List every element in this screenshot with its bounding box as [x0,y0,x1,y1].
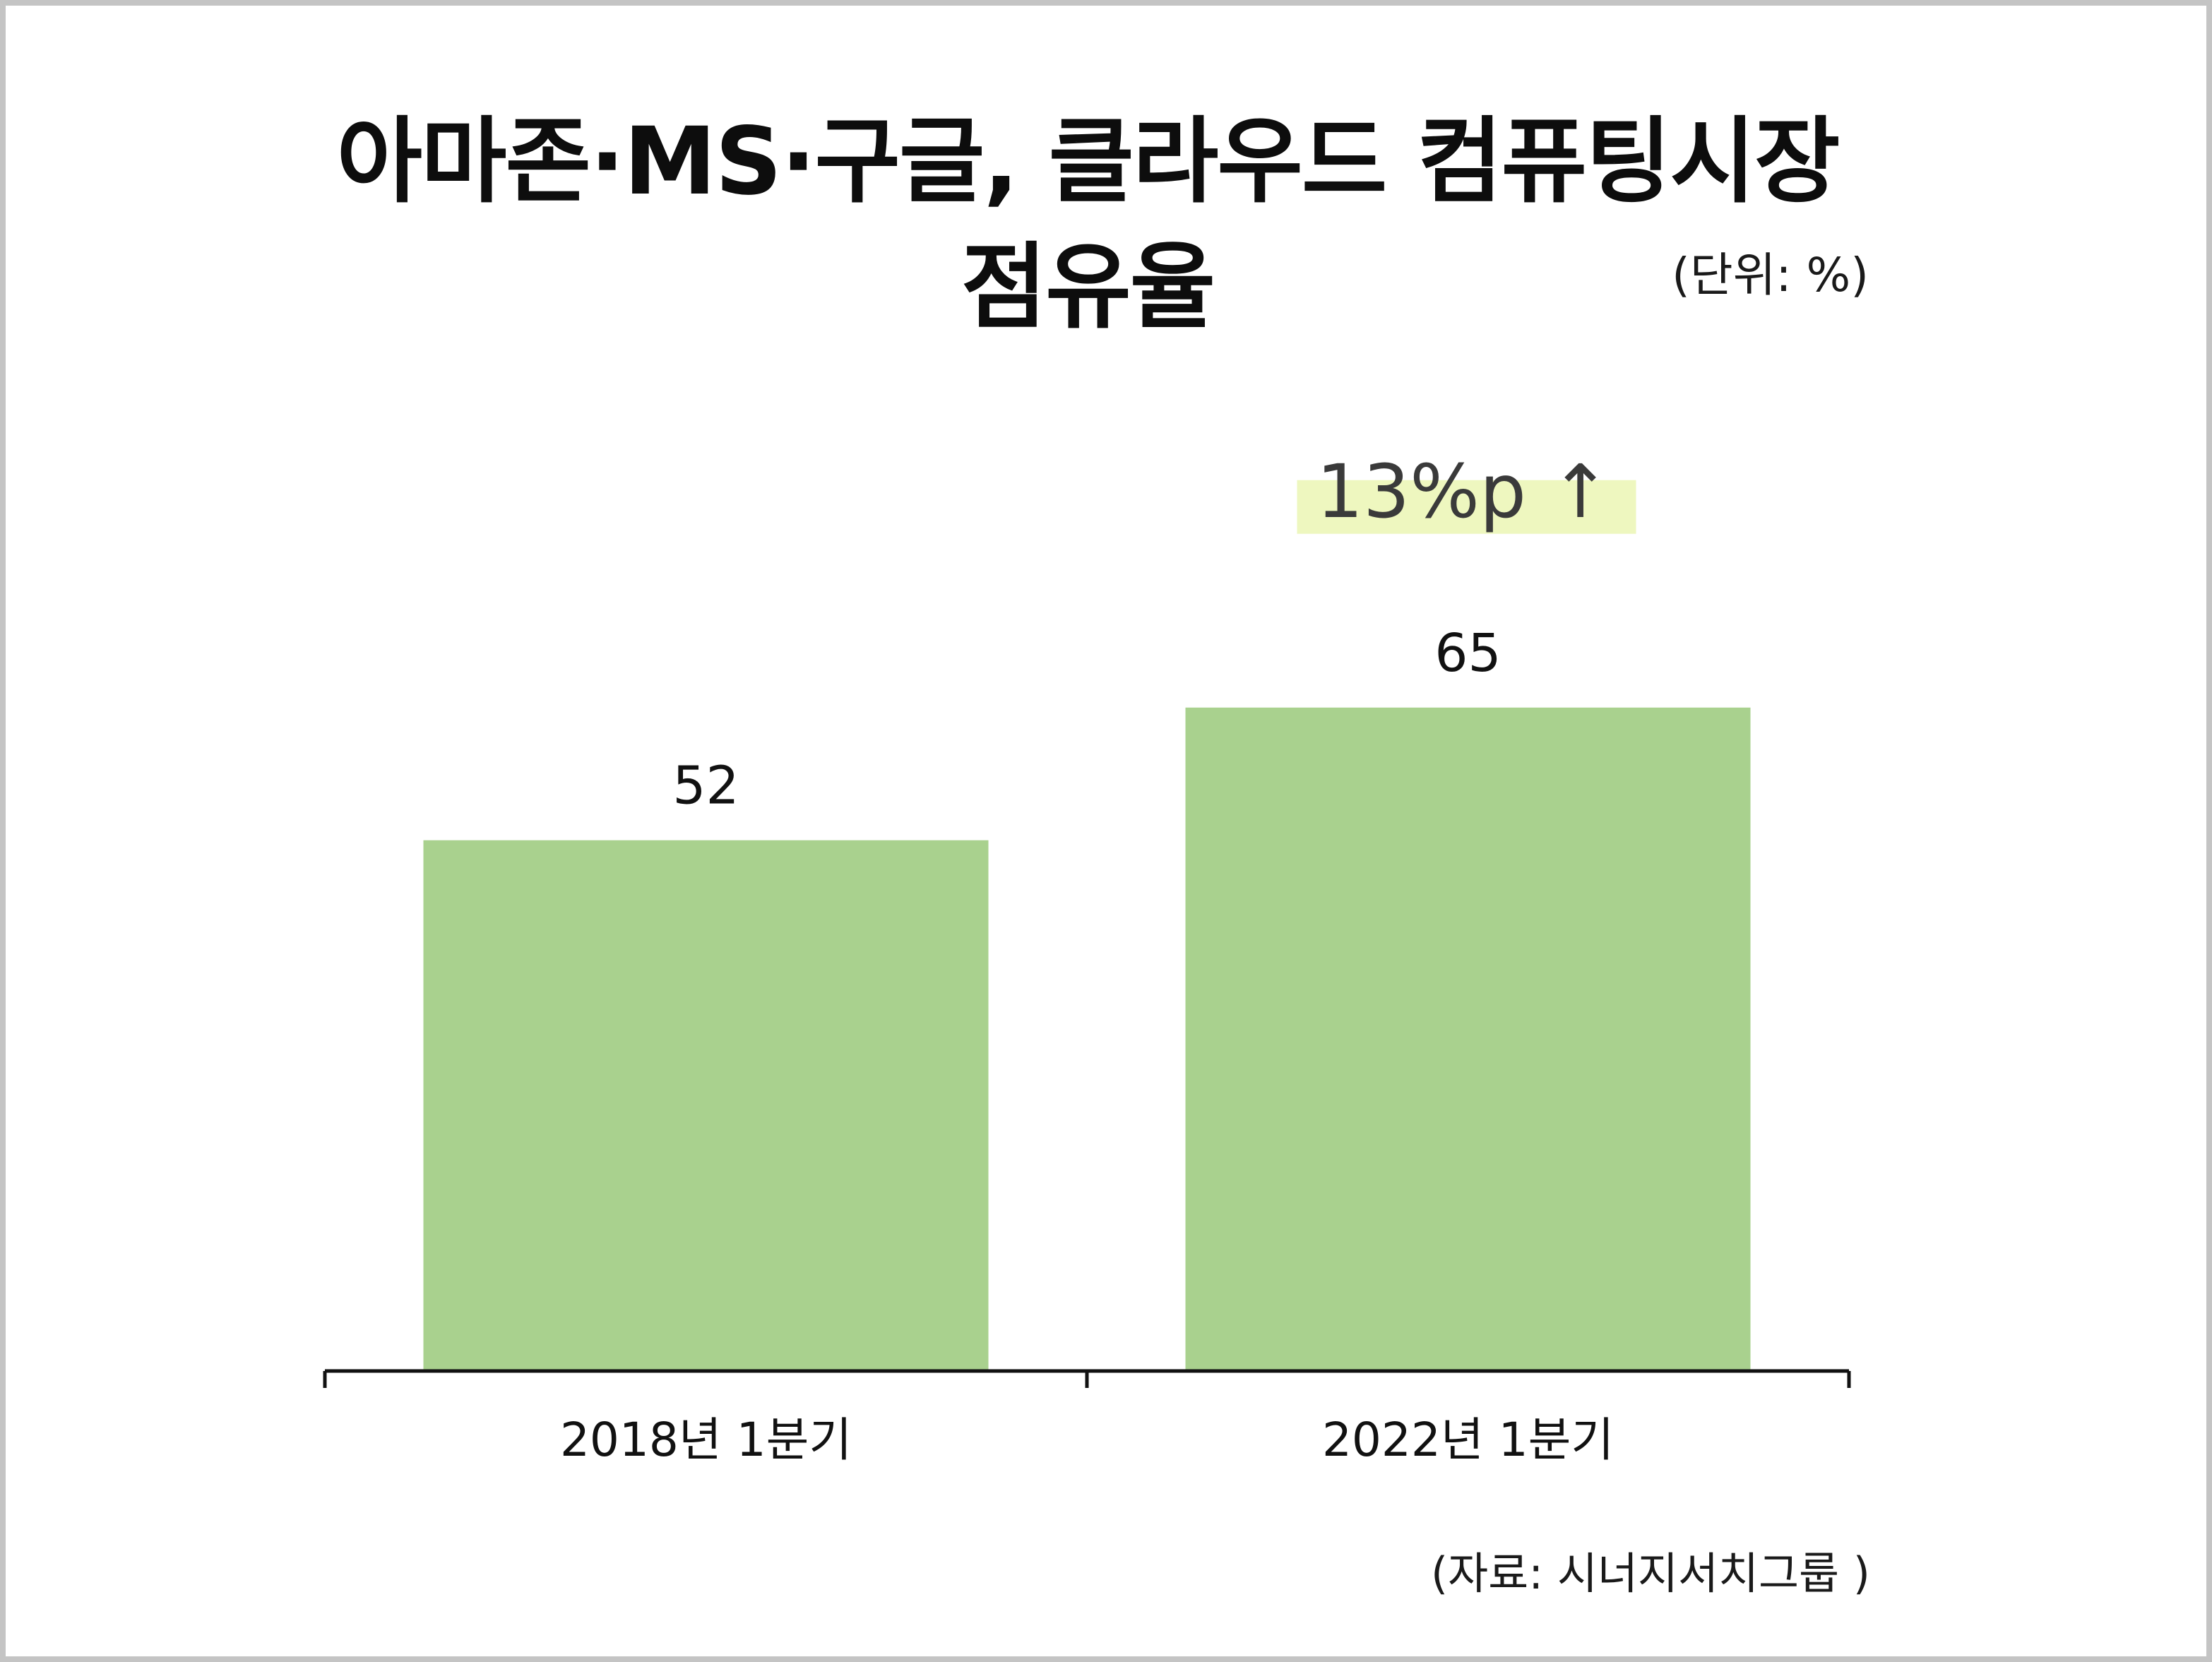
data-label: 52 [672,756,739,817]
unit-label: (단위: %) [1672,248,1869,302]
bar [423,840,989,1371]
source-note: (자료: 시너지서치그룹 ) [1430,1548,1870,1599]
bar [1185,707,1751,1371]
annotation-highlight [1297,480,1636,534]
data-label: 65 [1434,623,1501,684]
increase-annotation: 13%p ↑ [1316,449,1611,535]
x-tick-label: 2022년 1분기 [1322,1413,1614,1467]
x-tick-label: 2018년 1분기 [560,1413,852,1467]
chart-title: 아마존·MS·구글, 클라우드 컴퓨팅시장 점유율 [336,107,1841,342]
